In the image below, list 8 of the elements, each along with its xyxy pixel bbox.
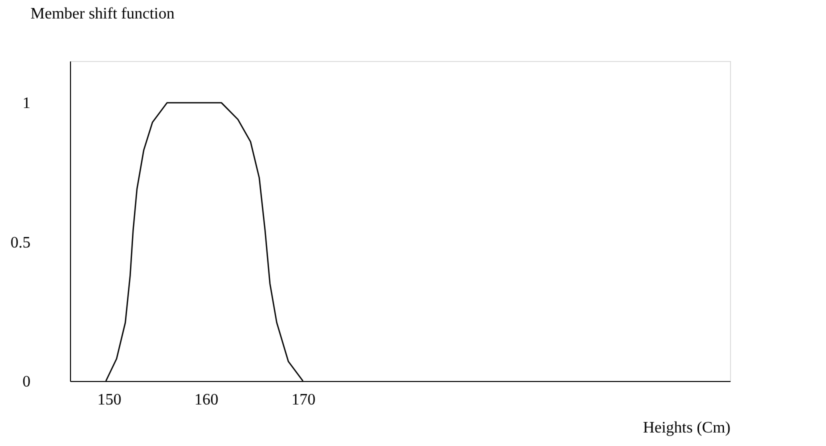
- y-tick-label: 1: [22, 95, 30, 112]
- x-tick-label: 160: [194, 392, 218, 408]
- y-tick-label: 0.5: [10, 234, 30, 252]
- x-tick-label: 170: [291, 392, 316, 408]
- y-tick-label: 0: [22, 374, 30, 390]
- x-tick-label: 150: [97, 392, 122, 408]
- x-axis-title: Heights (Cm): [642, 420, 730, 436]
- y-axis-title: Member shift function: [30, 6, 174, 22]
